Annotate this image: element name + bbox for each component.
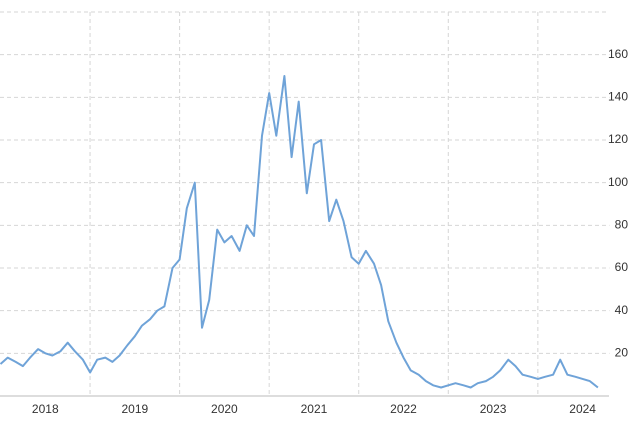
y-tick-label: 160 [608, 47, 628, 61]
x-tick-label: 2024 [569, 402, 596, 416]
x-tick-label: 2018 [32, 402, 59, 416]
x-tick-label: 2021 [301, 402, 328, 416]
x-tick-label: 2023 [480, 402, 507, 416]
price-line [0, 75, 599, 389]
y-tick-label: 100 [608, 175, 628, 189]
y-tick-label: 20 [615, 346, 629, 360]
y-tick-label: 60 [615, 260, 629, 274]
x-tick-label: 2022 [390, 402, 417, 416]
y-tick-label: 120 [608, 132, 628, 146]
y-tick-label: 140 [608, 90, 628, 104]
y-tick-label: 80 [615, 218, 629, 232]
x-tick-label: 2020 [211, 402, 238, 416]
y-tick-label: 40 [615, 303, 629, 317]
x-tick-label: 2019 [121, 402, 148, 416]
